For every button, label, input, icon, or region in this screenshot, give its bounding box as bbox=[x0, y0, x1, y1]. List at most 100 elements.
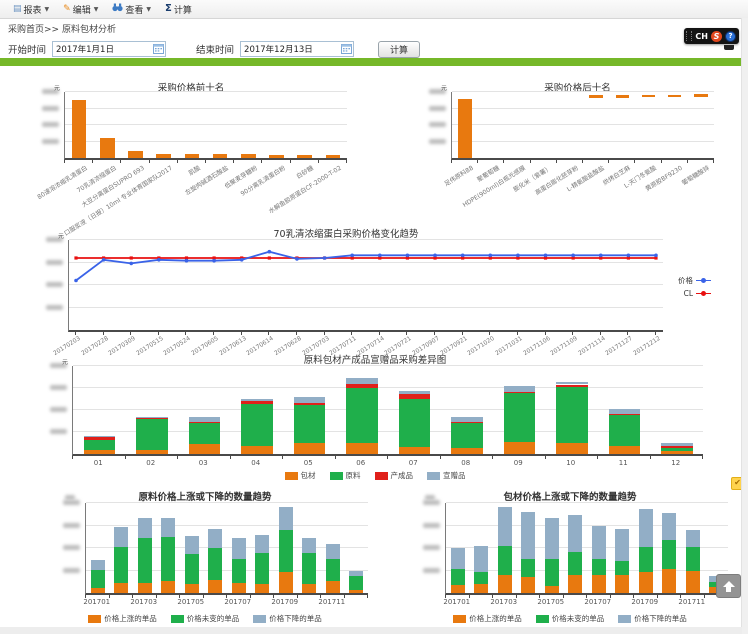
end-date-input[interactable] bbox=[240, 41, 355, 57]
logo-icon[interactable]: S bbox=[711, 30, 722, 42]
x-axis-tick bbox=[544, 332, 546, 335]
x-axis-tick bbox=[702, 456, 703, 459]
x-axis-tick bbox=[609, 595, 611, 598]
bar-segment bbox=[161, 537, 176, 582]
bar-segment bbox=[638, 509, 653, 547]
bar-segment bbox=[556, 384, 588, 388]
bar bbox=[589, 95, 603, 98]
bar-segment bbox=[474, 572, 489, 585]
legend-label: 产成品 bbox=[390, 471, 414, 480]
sigma-icon: Σ bbox=[164, 3, 172, 14]
x-tick-label: 肌酸 bbox=[187, 164, 202, 178]
x-axis-tick bbox=[334, 456, 336, 459]
bar-segment bbox=[497, 575, 512, 593]
gridline bbox=[452, 91, 714, 92]
bar-segment bbox=[521, 511, 536, 559]
help-icon[interactable]: ? bbox=[725, 30, 736, 42]
x-tick-label: 03 bbox=[198, 459, 208, 467]
y-tick-label-obscured bbox=[46, 237, 63, 242]
gridline bbox=[69, 239, 663, 240]
chart-title: 包材价格上涨或下降的数量趋势 bbox=[503, 492, 637, 503]
bar bbox=[694, 94, 708, 97]
legend-label: CL bbox=[683, 289, 693, 298]
widget-tab[interactable] bbox=[724, 45, 734, 50]
legend: 包材 原料 产成品 宣赠品 bbox=[30, 470, 720, 481]
x-tick-label: 201705 bbox=[177, 598, 205, 606]
legend-label: 原料 bbox=[345, 471, 361, 480]
legend-swatch bbox=[453, 614, 467, 623]
x-axis-tick bbox=[108, 595, 110, 598]
bar-segment bbox=[325, 558, 340, 582]
line-series bbox=[74, 249, 658, 283]
bar-segment bbox=[521, 576, 536, 593]
bar-segment bbox=[188, 417, 220, 423]
bar-segment bbox=[451, 422, 483, 424]
legend-label: 价格上涨的单品 bbox=[469, 614, 522, 623]
gridline bbox=[69, 261, 663, 263]
y-tick-label-obscured bbox=[429, 89, 446, 94]
x-axis-tick bbox=[529, 160, 531, 163]
x-tick-label: 201701 bbox=[83, 598, 111, 606]
bar bbox=[269, 154, 284, 158]
gridline bbox=[446, 524, 728, 526]
legend-marker bbox=[696, 290, 711, 297]
bar-segment bbox=[556, 387, 588, 444]
legend-item: 产成品 bbox=[374, 470, 414, 481]
drag-handle-icon[interactable] bbox=[686, 31, 693, 41]
language-widget[interactable]: CH S ? bbox=[684, 28, 739, 44]
scrollbar-track[interactable] bbox=[741, 18, 748, 634]
x-axis-tick bbox=[273, 595, 274, 598]
start-date-input[interactable] bbox=[52, 41, 167, 57]
bar bbox=[241, 154, 256, 158]
y-tick-label-obscured bbox=[423, 545, 440, 550]
gridline bbox=[86, 547, 368, 548]
bar-segment bbox=[188, 444, 220, 454]
chevron-down-icon: ▼ bbox=[44, 5, 50, 13]
x-axis-tick bbox=[295, 332, 297, 335]
bar-segment bbox=[231, 558, 246, 583]
bar-segment bbox=[591, 526, 606, 559]
bar-segment bbox=[184, 554, 199, 585]
y-tick-label-obscured bbox=[63, 500, 80, 505]
calendar-icon[interactable] bbox=[341, 43, 353, 54]
bar bbox=[615, 95, 630, 98]
x-axis-tick bbox=[477, 160, 479, 163]
x-axis-tick bbox=[229, 456, 231, 459]
legend-label: 宣赠品 bbox=[443, 471, 466, 480]
x-axis-tick bbox=[539, 595, 540, 598]
bar-segment bbox=[556, 443, 588, 454]
gridline bbox=[86, 524, 368, 526]
bar-segment bbox=[302, 538, 317, 553]
x-axis-tick bbox=[608, 160, 610, 163]
y-tick-label-obscured bbox=[423, 500, 440, 505]
x-axis-tick bbox=[177, 456, 178, 459]
bar-segment bbox=[255, 552, 270, 585]
x-axis-tick bbox=[64, 160, 65, 163]
x-axis-tick bbox=[492, 595, 493, 598]
x-axis-tick bbox=[132, 595, 133, 598]
menu-report[interactable]: ▤ 报表 ▼ bbox=[6, 0, 56, 18]
calendar-icon[interactable] bbox=[153, 43, 165, 54]
bar-segment bbox=[83, 435, 115, 438]
bar-segment bbox=[503, 391, 535, 393]
menu-view-label: 查看 bbox=[125, 5, 144, 16]
menu-view[interactable]: 查看 ▼ bbox=[105, 0, 158, 18]
gridline bbox=[69, 306, 663, 308]
y-tick-label-obscured bbox=[63, 522, 80, 528]
bar-segment bbox=[184, 584, 199, 593]
x-axis-tick bbox=[434, 332, 436, 335]
y-tick-label-obscured bbox=[429, 122, 446, 127]
menu-edit[interactable]: ✎ 编辑 ▼ bbox=[56, 0, 105, 18]
x-axis-tick bbox=[468, 595, 470, 598]
bar-segment bbox=[136, 417, 168, 419]
menu-calculate[interactable]: Σ 计算 bbox=[158, 0, 199, 18]
bar-segment bbox=[278, 507, 293, 530]
x-axis-tick bbox=[597, 456, 598, 459]
back-to-top-button[interactable] bbox=[716, 574, 741, 598]
bar-segment bbox=[231, 582, 246, 593]
breadcrumb-home[interactable]: 采购首页 bbox=[8, 25, 45, 35]
x-axis-tick bbox=[633, 595, 634, 598]
calculate-button[interactable]: 计算 bbox=[378, 40, 421, 58]
plot-area bbox=[85, 502, 368, 595]
legend: 价格上涨的单品 价格未变的单品 价格下降的单品 bbox=[400, 613, 740, 624]
